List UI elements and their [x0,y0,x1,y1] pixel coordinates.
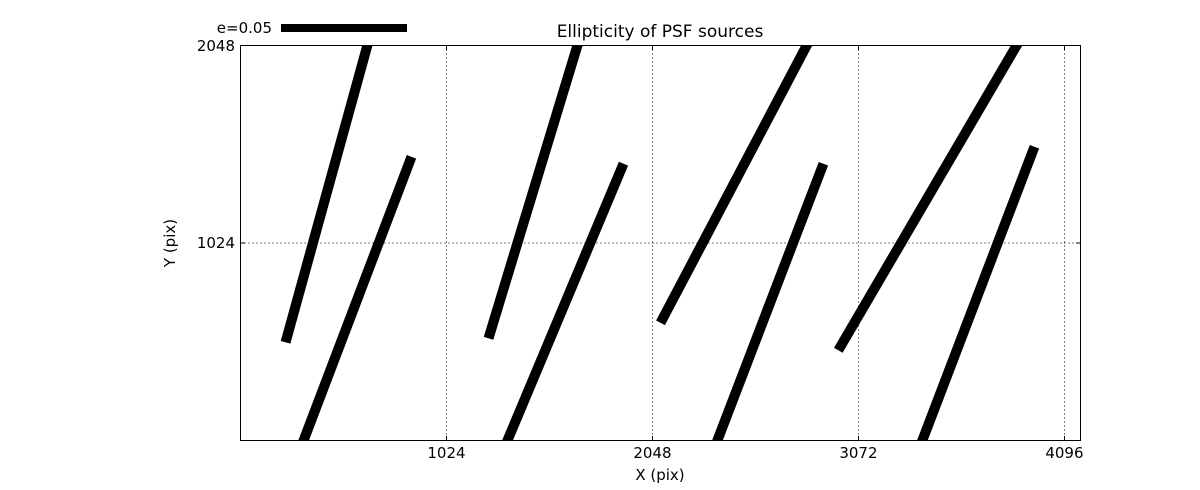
ellipticity-whisker [483,45,583,340]
legend-label: e=0.05 [216,19,272,37]
ellipticity-whisker [502,161,629,441]
ellipticity-whisker [656,45,813,326]
ellipticity-whisker [280,45,373,344]
x-tick-label: 2048 [633,444,672,462]
ellipticity-whisker [712,161,829,441]
y-tick-label: 2048 [196,36,235,55]
chart-title: Ellipticity of PSF sources [556,22,764,42]
ellipticity-whisker [916,144,1040,441]
legend-scale-bar [281,24,407,32]
x-tick-label: 1024 [427,444,466,462]
x-tick-label: 4096 [1045,444,1084,462]
ellipticity-whisker [834,45,1023,353]
x-axis-label: X (pix) [635,466,685,484]
y-tick-label: 1024 [196,234,235,252]
ellipticity-whisker [298,155,417,441]
x-tick-label: 3072 [839,444,878,462]
